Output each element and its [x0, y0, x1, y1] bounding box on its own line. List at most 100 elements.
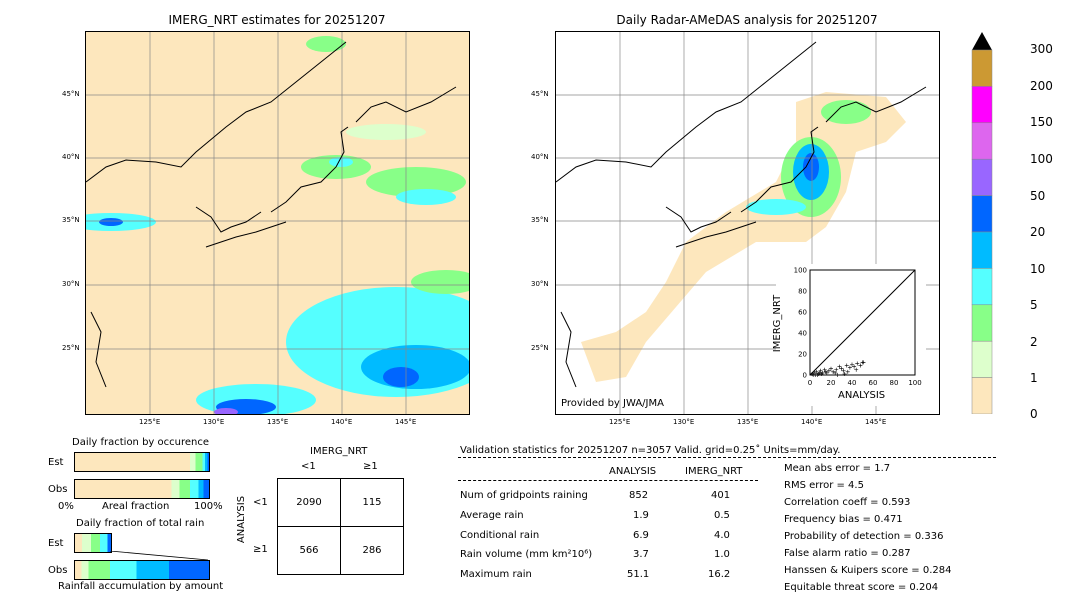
- row-label-average: Average rain: [460, 510, 524, 521]
- occurrence-axis-left: 0%: [58, 501, 74, 512]
- scatter-point: [811, 373, 816, 377]
- colorbar-segment: [971, 158, 993, 196]
- scatter-xtick-label: 40: [848, 379, 857, 387]
- scatter-one-to-one-line: [809, 269, 916, 376]
- contingency-cell-21: 566: [277, 526, 341, 575]
- colorbar-canvas: [971, 32, 993, 415]
- colorbar-segment: [971, 268, 993, 306]
- occurrence-obs-bar: [74, 479, 210, 499]
- scatter-point: [812, 370, 817, 375]
- contingency-cell-12: 115: [340, 478, 404, 527]
- occurrence-axis-mid: Areal fraction: [102, 501, 170, 512]
- score-corr: Correlation coeff = 0.593: [784, 497, 911, 508]
- occurrence-axis-right: 100%: [194, 501, 223, 512]
- scatter-point: [831, 369, 836, 374]
- contingency-row-ge: ≥1: [253, 544, 268, 555]
- scatter-canvas: 00 20 20 40 40 60 60 80 80 100 100: [794, 267, 922, 388]
- cbar-label-100: 100: [1030, 152, 1053, 166]
- left-lat-40: 40°N: [62, 153, 80, 161]
- score-far: False alarm ratio = 0.287: [784, 548, 911, 559]
- left-lon-130: 130°E: [203, 418, 225, 426]
- colorbar-segment: [971, 340, 993, 378]
- score-mae: Mean abs error = 1.7: [784, 463, 891, 474]
- scatter-point: [826, 368, 831, 373]
- rain-obs-bar: [74, 560, 210, 580]
- row-label-maximum: Maximum rain: [460, 569, 532, 580]
- occurrence-est-label: Est: [48, 457, 64, 468]
- right-lat-45: 45°N: [531, 90, 549, 98]
- rain-obs-label: Obs: [48, 565, 68, 576]
- right-lat-40: 40°N: [531, 153, 549, 161]
- scatter-point: [833, 370, 838, 375]
- row-b-conditional: 4.0: [714, 530, 730, 541]
- right-lon-130: 130°E: [673, 418, 695, 426]
- left-lon-125: 125°E: [139, 418, 161, 426]
- scatter-point: [818, 368, 823, 373]
- score-rmse: RMS error = 4.5: [784, 480, 864, 491]
- left-lon-140: 140°E: [331, 418, 353, 426]
- col-analysis-header: ANALYSIS: [609, 466, 657, 477]
- scatter-point: [819, 371, 824, 376]
- score-ets: Equitable threat score = 0.204: [784, 582, 939, 593]
- validation-header: Validation statistics for 20251207 n=305…: [460, 445, 841, 456]
- cbar-label-10: 10: [1030, 262, 1046, 276]
- colorbar-segment: [971, 49, 993, 87]
- cbar-label-150: 150: [1030, 115, 1053, 129]
- rain-est-bar: [74, 533, 112, 553]
- scatter-ytick-label: 80: [798, 288, 807, 296]
- scatter-point: [852, 364, 857, 369]
- colorbar-segment: [971, 304, 993, 342]
- colorbar-extend-arrow: [972, 32, 992, 50]
- row-label-gridpoints: Num of gridpoints raining: [460, 490, 588, 501]
- scatter-point: [834, 367, 839, 372]
- scatter-point: [855, 361, 860, 366]
- right-map-canvas: [556, 32, 939, 414]
- scatter-ytick-label: 20: [798, 351, 807, 359]
- scatter-point: [839, 366, 844, 371]
- occurrence-title: Daily fraction by occurence: [72, 437, 210, 448]
- scatter-ytick-label: 0: [803, 372, 807, 380]
- row-a-gridpoints: 852: [629, 490, 649, 501]
- cbar-label-20: 20: [1030, 225, 1046, 239]
- scatter-xtick-label: 0: [808, 379, 812, 387]
- row-label-conditional: Conditional rain: [460, 530, 540, 541]
- score-pod: Probability of detection = 0.336: [784, 531, 944, 542]
- left-lat-35: 35°N: [62, 216, 80, 224]
- scatter-point: [822, 367, 827, 372]
- left-lon-135: 135°E: [267, 418, 289, 426]
- colorbar-segment: [971, 86, 993, 124]
- occurrence-obs-label: Obs: [48, 484, 68, 495]
- row-a-maximum: 51.1: [627, 569, 650, 580]
- rain-fraction-title: Daily fraction of total rain: [76, 518, 205, 529]
- contingency-row-lt: <1: [253, 497, 268, 508]
- scatter-point: [847, 365, 852, 370]
- cbar-label-50: 50: [1030, 189, 1046, 203]
- contingency-row-header: ANALYSIS: [236, 495, 248, 544]
- cbar-label-200: 200: [1030, 79, 1053, 93]
- colorbar-segment: [971, 231, 993, 269]
- left-lat-30: 30°N: [62, 280, 80, 288]
- scatter-xtick-label: 20: [827, 379, 836, 387]
- cbar-label-1: 1: [1030, 371, 1038, 385]
- data-credit: Provided by JWA/JMA: [561, 398, 664, 409]
- left-lat-45: 45°N: [62, 90, 80, 98]
- scatter-point: [829, 366, 833, 371]
- scatter-point: [814, 369, 819, 374]
- contingency-cell-11: 2090: [277, 478, 341, 527]
- cbar-label-0: 0: [1030, 407, 1038, 421]
- row-a-conditional: 6.9: [633, 530, 649, 541]
- scatter-point: [837, 364, 842, 369]
- left-rain-map: [85, 31, 470, 415]
- rain-est-label: Est: [48, 538, 64, 549]
- scatter-inset: 0 0 20 20 40 40 60 60 80 80 100 100: [776, 264, 926, 406]
- col-imerg-header: IMERG_NRT: [685, 466, 743, 477]
- scatter-point: [842, 371, 847, 376]
- scatter-ylabel: IMERG_NRT: [772, 294, 784, 353]
- scatter-xtick-label: 100: [908, 379, 921, 387]
- scatter-xtick-label: 60: [869, 379, 878, 387]
- contingency-cell-22: 286: [340, 526, 404, 575]
- contingency-col-header: IMERG_NRT: [310, 446, 368, 457]
- cbar-label-5: 5: [1030, 298, 1038, 312]
- right-lon-140: 140°E: [801, 418, 823, 426]
- left-map-title: IMERG_NRT estimates for 20251207: [168, 13, 386, 27]
